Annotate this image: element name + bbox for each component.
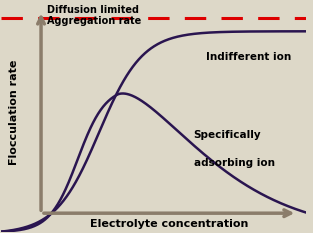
Text: adsorbing ion: adsorbing ion xyxy=(193,158,275,168)
Text: Flocculation rate: Flocculation rate xyxy=(8,59,18,164)
Text: Specifically: Specifically xyxy=(193,130,261,140)
Text: Electrolyte concentration: Electrolyte concentration xyxy=(90,219,248,229)
Text: Diffusion limited: Diffusion limited xyxy=(47,5,139,15)
Text: Aggregation rate: Aggregation rate xyxy=(47,16,141,26)
Text: Indifferent ion: Indifferent ion xyxy=(206,52,291,62)
